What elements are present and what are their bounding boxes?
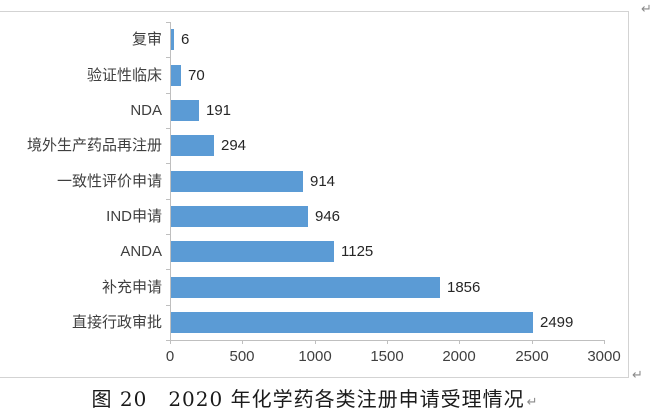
bar [171, 205, 308, 227]
category-label: 直接行政审批 [71, 313, 162, 331]
data-label: 2499 [540, 313, 574, 331]
data-label: 1856 [447, 278, 481, 296]
x-axis-tick [459, 340, 460, 344]
y-axis-tick [166, 22, 170, 23]
figure-border-bottom [0, 377, 629, 378]
y-axis-tick [166, 128, 170, 129]
category-label: 境外生产药品再注册 [26, 137, 162, 155]
y-axis-line [170, 22, 171, 340]
bar [171, 64, 181, 86]
data-label: 6 [181, 31, 190, 49]
data-label: 294 [221, 137, 247, 155]
x-axis-tick-label: 1000 [298, 348, 332, 365]
paragraph-mark-caption: ↵ [526, 395, 538, 410]
data-label: 70 [188, 66, 205, 84]
y-axis-tick [166, 199, 170, 200]
bar [171, 170, 303, 192]
y-axis-tick [166, 93, 170, 94]
x-axis-tick-label: 3000 [587, 348, 621, 365]
figure-caption-text: 图 20 2020 年化学药各类注册申请受理情况 [91, 387, 525, 411]
x-axis-tick [604, 340, 605, 344]
category-label: 复审 [131, 31, 162, 49]
paragraph-mark-bottom: ↵ [632, 368, 643, 383]
bar [171, 276, 440, 298]
category-label: 一致性评价申请 [56, 172, 162, 190]
y-axis-tick [166, 269, 170, 270]
figure-border-top [0, 11, 629, 12]
y-axis-tick [166, 340, 170, 341]
bar [171, 29, 174, 51]
x-axis-tick-label: 1500 [370, 348, 404, 365]
category-label: 补充申请 [101, 278, 162, 296]
x-axis-tick [170, 340, 171, 344]
bar-chart: 复审 6 验证性临床 70 NDA 191 境外生产药品再注册 294 一致性评价申请 914 IN… [26, 22, 621, 365]
data-label: 1125 [341, 243, 374, 261]
x-axis-tick [532, 340, 533, 344]
bar [171, 241, 334, 263]
x-axis-tick-label: 0 [165, 348, 175, 365]
data-label: 191 [206, 101, 232, 119]
data-label: 914 [310, 172, 336, 190]
x-axis-tick [315, 340, 316, 344]
y-axis-tick [166, 305, 170, 306]
bar [171, 135, 214, 157]
x-axis-tick [242, 340, 243, 344]
y-axis-tick [166, 163, 170, 164]
category-label: IND申请 [106, 207, 162, 225]
category-label: ANDA [120, 243, 162, 261]
y-axis-tick [166, 57, 170, 58]
category-label: 验证性临床 [86, 66, 162, 84]
x-axis-tick-label: 500 [229, 348, 255, 365]
x-axis-tick-label: 2500 [515, 348, 549, 365]
x-axis-tick-label: 2000 [442, 348, 476, 365]
bar [171, 99, 199, 121]
y-axis-tick [166, 234, 170, 235]
paragraph-mark-top: ↵ [641, 2, 652, 17]
x-axis-tick [387, 340, 388, 344]
figure-border-right [628, 11, 629, 378]
bar [171, 311, 533, 333]
data-label: 946 [315, 207, 341, 225]
category-label: NDA [130, 101, 162, 119]
figure-caption: 图 20 2020 年化学药各类注册申请受理情况 ↵ [0, 383, 629, 412]
